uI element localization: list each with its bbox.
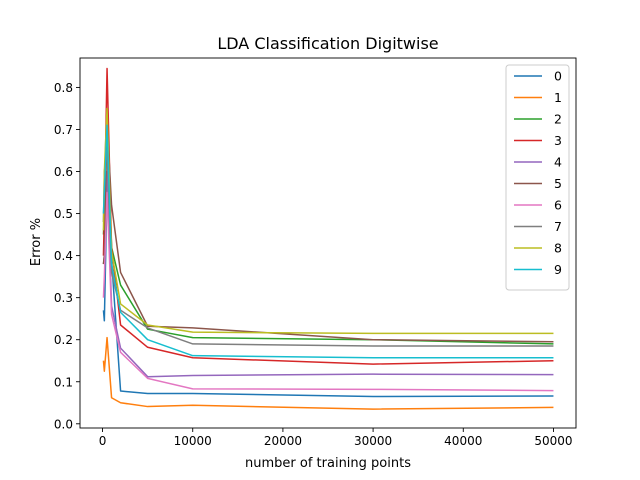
- legend-label-9: 9: [554, 262, 562, 277]
- y-tick-label: 0.7: [54, 123, 73, 137]
- series-line-6: [102, 191, 554, 392]
- y-tick-label: 0.2: [54, 333, 73, 347]
- series-line-0: [102, 187, 554, 398]
- legend-label-3: 3: [554, 133, 562, 148]
- y-tick-label: 0.6: [54, 165, 73, 179]
- x-axis-label: number of training points: [245, 456, 411, 471]
- series-line-3: [102, 67, 554, 365]
- series-line-8: [102, 107, 554, 335]
- legend-label-1: 1: [554, 90, 562, 105]
- x-tick-label: 40000: [444, 434, 482, 448]
- y-tick-label: 0.3: [54, 291, 73, 305]
- series-line-7: [102, 149, 554, 347]
- y-tick-label: 0.8: [54, 81, 73, 95]
- x-tick-label: 0: [99, 434, 107, 448]
- legend-label-4: 4: [554, 155, 562, 170]
- x-axis: 0 10000 20000 30000 40000 50000: [99, 428, 573, 448]
- x-tick-label: 10000: [174, 434, 212, 448]
- legend: 0 1 2 3 4 5 6 7 8 9: [505, 64, 570, 291]
- series-line-1: [102, 336, 554, 410]
- x-tick-label: 30000: [354, 434, 392, 448]
- series-line-9: [102, 124, 554, 359]
- legend-label-8: 8: [554, 241, 562, 256]
- y-tick-label: 0.1: [54, 375, 73, 389]
- series-line-5: [102, 120, 554, 343]
- plot-area: [79, 57, 577, 429]
- legend-label-6: 6: [554, 198, 562, 213]
- legend-label-2: 2: [554, 112, 562, 127]
- chart-title: LDA Classification Digitwise: [217, 34, 438, 53]
- y-tick-label: 0.4: [54, 249, 73, 263]
- y-tick-label: 0.5: [54, 207, 73, 221]
- plot-frame: [79, 57, 577, 429]
- y-axis: 0.0 0.1 0.2 0.3 0.4 0.5 0.6 0.7 0.8: [54, 81, 80, 431]
- x-tick-label: 50000: [534, 434, 572, 448]
- legend-label-5: 5: [554, 176, 562, 191]
- series-line-2: [102, 120, 554, 345]
- y-tick-label: 0.0: [54, 417, 73, 431]
- legend-label-7: 7: [554, 219, 562, 234]
- legend-box: [505, 64, 570, 291]
- x-tick-label: 20000: [264, 434, 302, 448]
- y-axis-label: Error %: [29, 218, 44, 266]
- legend-label-0: 0: [554, 69, 562, 84]
